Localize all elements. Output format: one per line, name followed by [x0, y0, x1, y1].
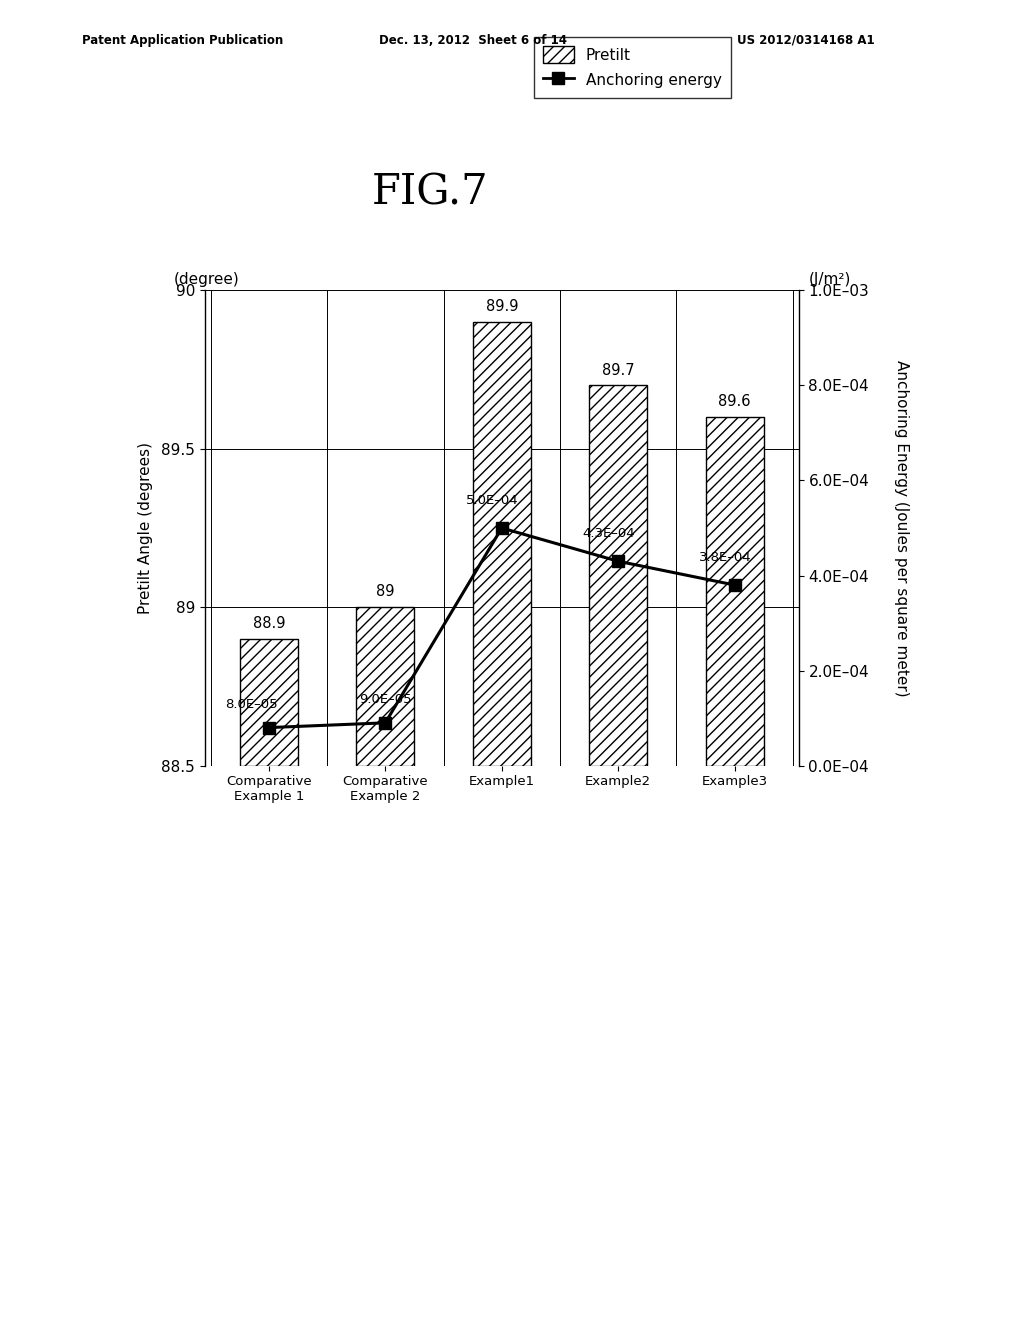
- Bar: [706, 417, 764, 766]
- Text: 8.0E–05: 8.0E–05: [225, 698, 278, 711]
- Text: (degree): (degree): [174, 272, 240, 286]
- Bar: [473, 322, 530, 766]
- Text: Patent Application Publication: Patent Application Publication: [82, 33, 284, 46]
- Bar: [240, 639, 298, 766]
- Text: Dec. 13, 2012  Sheet 6 of 14: Dec. 13, 2012 Sheet 6 of 14: [379, 33, 567, 46]
- Bar: [356, 607, 415, 766]
- Text: 89.6: 89.6: [719, 395, 751, 409]
- Text: 5.0E–04: 5.0E–04: [466, 494, 519, 507]
- Text: 89.9: 89.9: [485, 300, 518, 314]
- Y-axis label: Anchoring Energy (Joules per square meter): Anchoring Energy (Joules per square mete…: [894, 359, 909, 697]
- Text: 3.8E–04: 3.8E–04: [699, 550, 752, 564]
- Text: (J/m²): (J/m²): [809, 272, 851, 286]
- Text: 9.0E–05: 9.0E–05: [359, 693, 412, 706]
- Y-axis label: Pretilt Angle (degrees): Pretilt Angle (degrees): [138, 442, 153, 614]
- Text: FIG.7: FIG.7: [372, 172, 488, 214]
- Text: 89.7: 89.7: [602, 363, 635, 378]
- Text: 4.3E–04: 4.3E–04: [583, 527, 635, 540]
- Legend: Pretilt, Anchoring energy: Pretilt, Anchoring energy: [534, 37, 731, 98]
- Bar: [589, 385, 647, 766]
- Text: 89: 89: [376, 585, 394, 599]
- Text: 88.9: 88.9: [253, 616, 285, 631]
- Text: US 2012/0314168 A1: US 2012/0314168 A1: [737, 33, 874, 46]
